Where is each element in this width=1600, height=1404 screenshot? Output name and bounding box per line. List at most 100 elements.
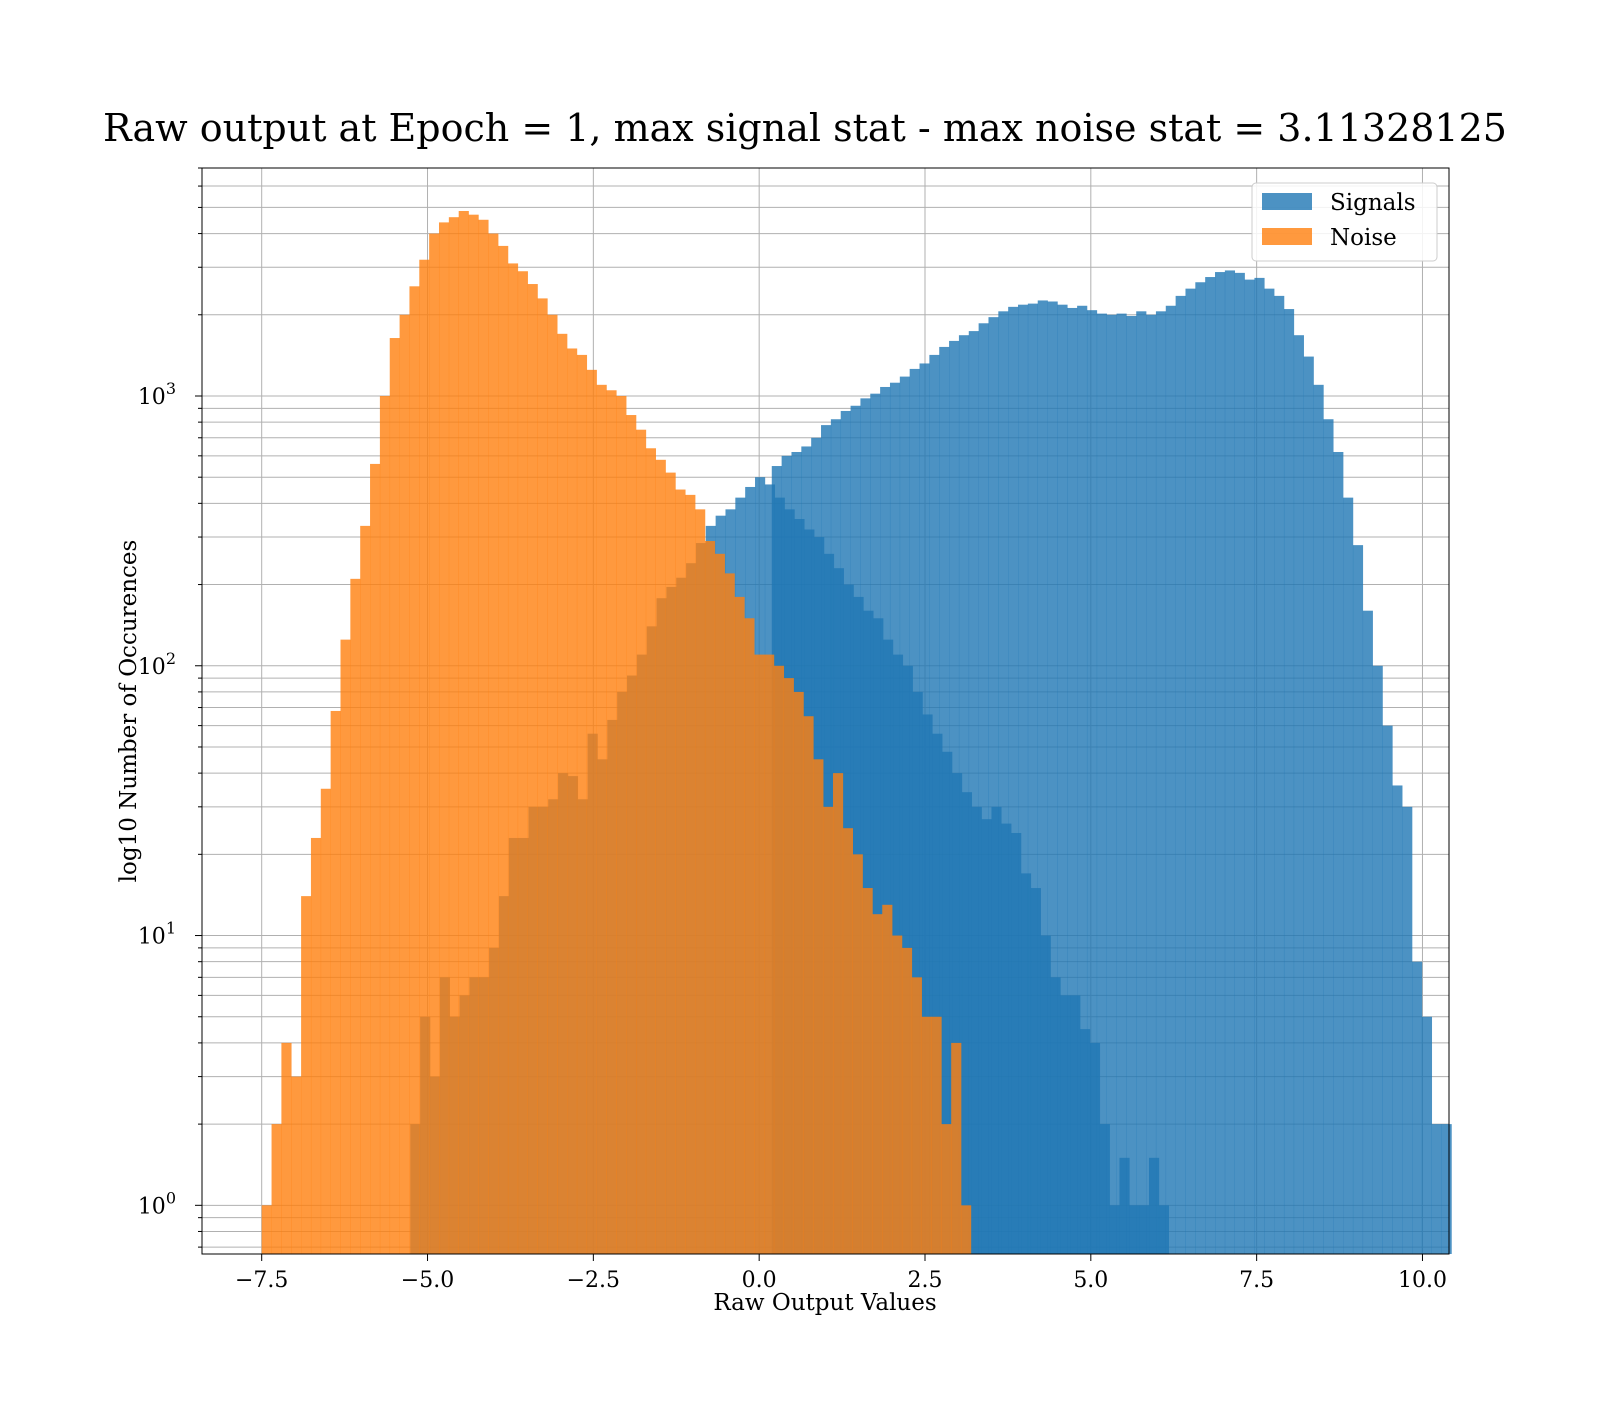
signals-bar [1412, 961, 1423, 1254]
noise-bar [951, 1042, 962, 1254]
noise-bar [399, 314, 410, 1254]
signals-bar [949, 340, 960, 1254]
noise-bar [586, 369, 597, 1254]
legend-label-signals: Signals [1330, 190, 1416, 216]
legend-swatch-signals [1262, 193, 1312, 210]
noise-bar [872, 914, 883, 1254]
signals-bar [1372, 665, 1383, 1254]
bars-layer [261, 210, 1452, 1255]
signals-bar [1441, 1124, 1452, 1254]
signals-bar [919, 363, 930, 1254]
signals-bar [1362, 610, 1373, 1254]
signals-bar [1234, 272, 1245, 1255]
signals-bar [939, 346, 950, 1254]
noise-bar [547, 314, 558, 1254]
noise-bar [842, 828, 853, 1254]
signals-bar [1392, 785, 1403, 1254]
signals-bar [1116, 313, 1127, 1255]
noise-bar [764, 654, 775, 1254]
noise-bar [734, 596, 745, 1254]
signals-bar [1224, 270, 1236, 1254]
noise-bar [675, 489, 686, 1254]
noise-bar [330, 710, 341, 1254]
x-ticks: −7.5 −5.0 −2.5 0.0 2.5 5.0 7.5 10.0 [235, 1254, 1447, 1293]
noise-bar [961, 1205, 972, 1254]
signals-bar [1185, 288, 1196, 1254]
noise-bar [744, 618, 755, 1254]
noise-bar [941, 1124, 952, 1254]
x-tick-label: −2.5 [567, 1268, 620, 1293]
signals-bar [1037, 300, 1048, 1254]
signals-bar [870, 393, 881, 1254]
y-tick-label: 101 [138, 919, 176, 950]
noise-bar [291, 1076, 302, 1254]
noise-bar [379, 395, 391, 1254]
signals-bar [1244, 279, 1255, 1254]
noise-bar [695, 509, 706, 1254]
y-ticks: 100 101 102 103 [138, 167, 202, 1248]
signals-bar [1018, 304, 1029, 1254]
noise-bar [714, 553, 725, 1254]
noise-bar [635, 429, 647, 1255]
signals-bar [1343, 497, 1354, 1254]
signals-bar [1077, 305, 1088, 1254]
signals-bar [850, 405, 861, 1254]
noise-bar [911, 977, 922, 1254]
noise-bar [724, 573, 735, 1254]
signals-bar [880, 386, 891, 1254]
noise-bar [488, 233, 499, 1254]
noise-bar [596, 384, 607, 1255]
signals-bar [1008, 306, 1019, 1254]
signals-bar [889, 382, 901, 1255]
noise-bar [281, 1042, 292, 1254]
signals-bar [1283, 309, 1295, 1254]
legend-label-noise: Noise [1330, 225, 1397, 251]
y-axis-label: log10 Number of Occurences [116, 540, 142, 883]
signals-bar [968, 331, 979, 1254]
signals-bar [1057, 304, 1068, 1254]
signals-bar [998, 311, 1009, 1254]
signals-bar [1323, 419, 1334, 1254]
signals-bar [1195, 282, 1206, 1254]
signals-bar [1215, 272, 1226, 1254]
noise-bar [704, 541, 716, 1254]
signals-bar [1293, 335, 1304, 1254]
noise-bar [567, 348, 578, 1255]
noise-bar [517, 271, 528, 1254]
noise-bar [438, 222, 450, 1255]
noise-bar [310, 837, 322, 1254]
x-axis-label: Raw Output Values [713, 1290, 936, 1316]
signals-bar [1333, 451, 1344, 1254]
y-tick-label: 103 [138, 379, 176, 410]
noise-bar [271, 1124, 282, 1254]
noise-bar [616, 395, 627, 1254]
noise-bar [429, 233, 440, 1254]
signals-bar [1382, 725, 1393, 1254]
signals-bar [1106, 314, 1117, 1254]
signals-bar [1136, 311, 1147, 1254]
legend: Signals Noise [1251, 182, 1438, 262]
noise-bar [882, 904, 893, 1254]
signals-bar [978, 323, 989, 1254]
noise-bar [468, 214, 479, 1254]
signals-bar [1264, 288, 1275, 1254]
noise-bar [773, 665, 785, 1254]
noise-bar [645, 448, 656, 1254]
noise-bar [557, 333, 568, 1255]
noise-bar [507, 263, 519, 1254]
noise-bar [931, 1016, 942, 1254]
noise-bar [921, 1016, 932, 1254]
noise-bar [458, 210, 469, 1254]
signals-bar [958, 335, 970, 1254]
noise-bar [301, 896, 312, 1254]
x-tick-label: 2.5 [907, 1268, 942, 1293]
noise-bar [862, 888, 873, 1254]
noise-bar [537, 298, 548, 1254]
noise-bar [793, 691, 804, 1254]
signals-bar [1175, 295, 1186, 1254]
y-tick-label: 102 [138, 649, 176, 680]
signals-bar [1096, 313, 1107, 1255]
chart-title: Raw output at Epoch = 1, max signal stat… [103, 106, 1507, 150]
x-tick-label: 5.0 [1073, 1268, 1108, 1293]
